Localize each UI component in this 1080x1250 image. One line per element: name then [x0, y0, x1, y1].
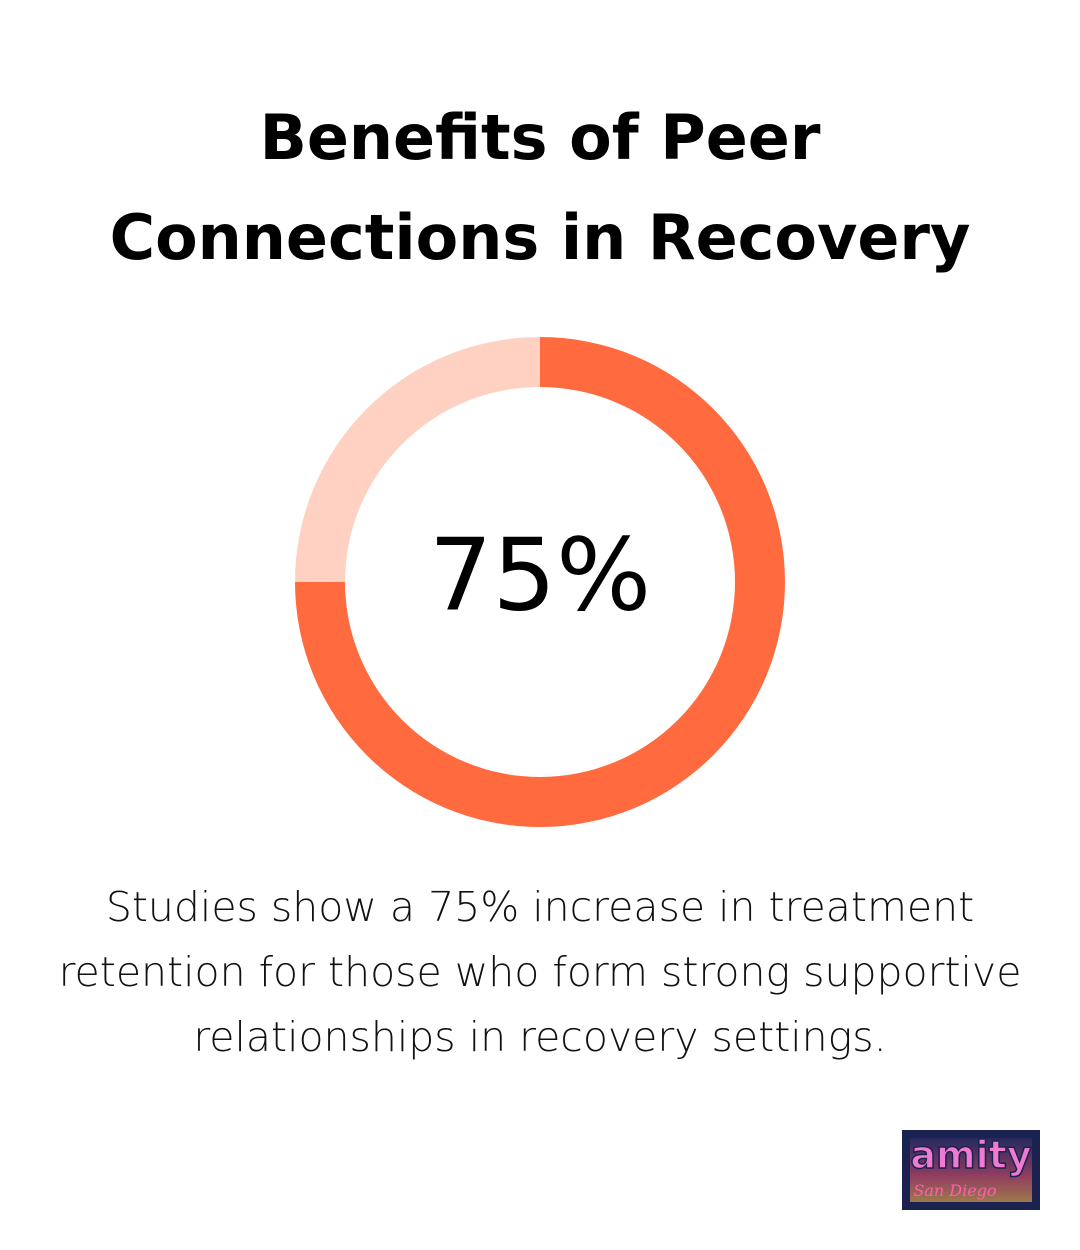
description: Studies show a 75% increase in treatment… — [58, 883, 1022, 1061]
logo-name: amity — [910, 1133, 1031, 1177]
center-label: 75% — [429, 516, 651, 633]
logo-subtitle: San Diego — [913, 1181, 996, 1200]
chart-title: Benefits of Peer Connections in Recovery — [109, 101, 971, 274]
logo-art — [910, 1138, 1032, 1202]
logo: amity San Diego — [902, 1130, 1040, 1210]
donut-segment — [295, 337, 540, 582]
